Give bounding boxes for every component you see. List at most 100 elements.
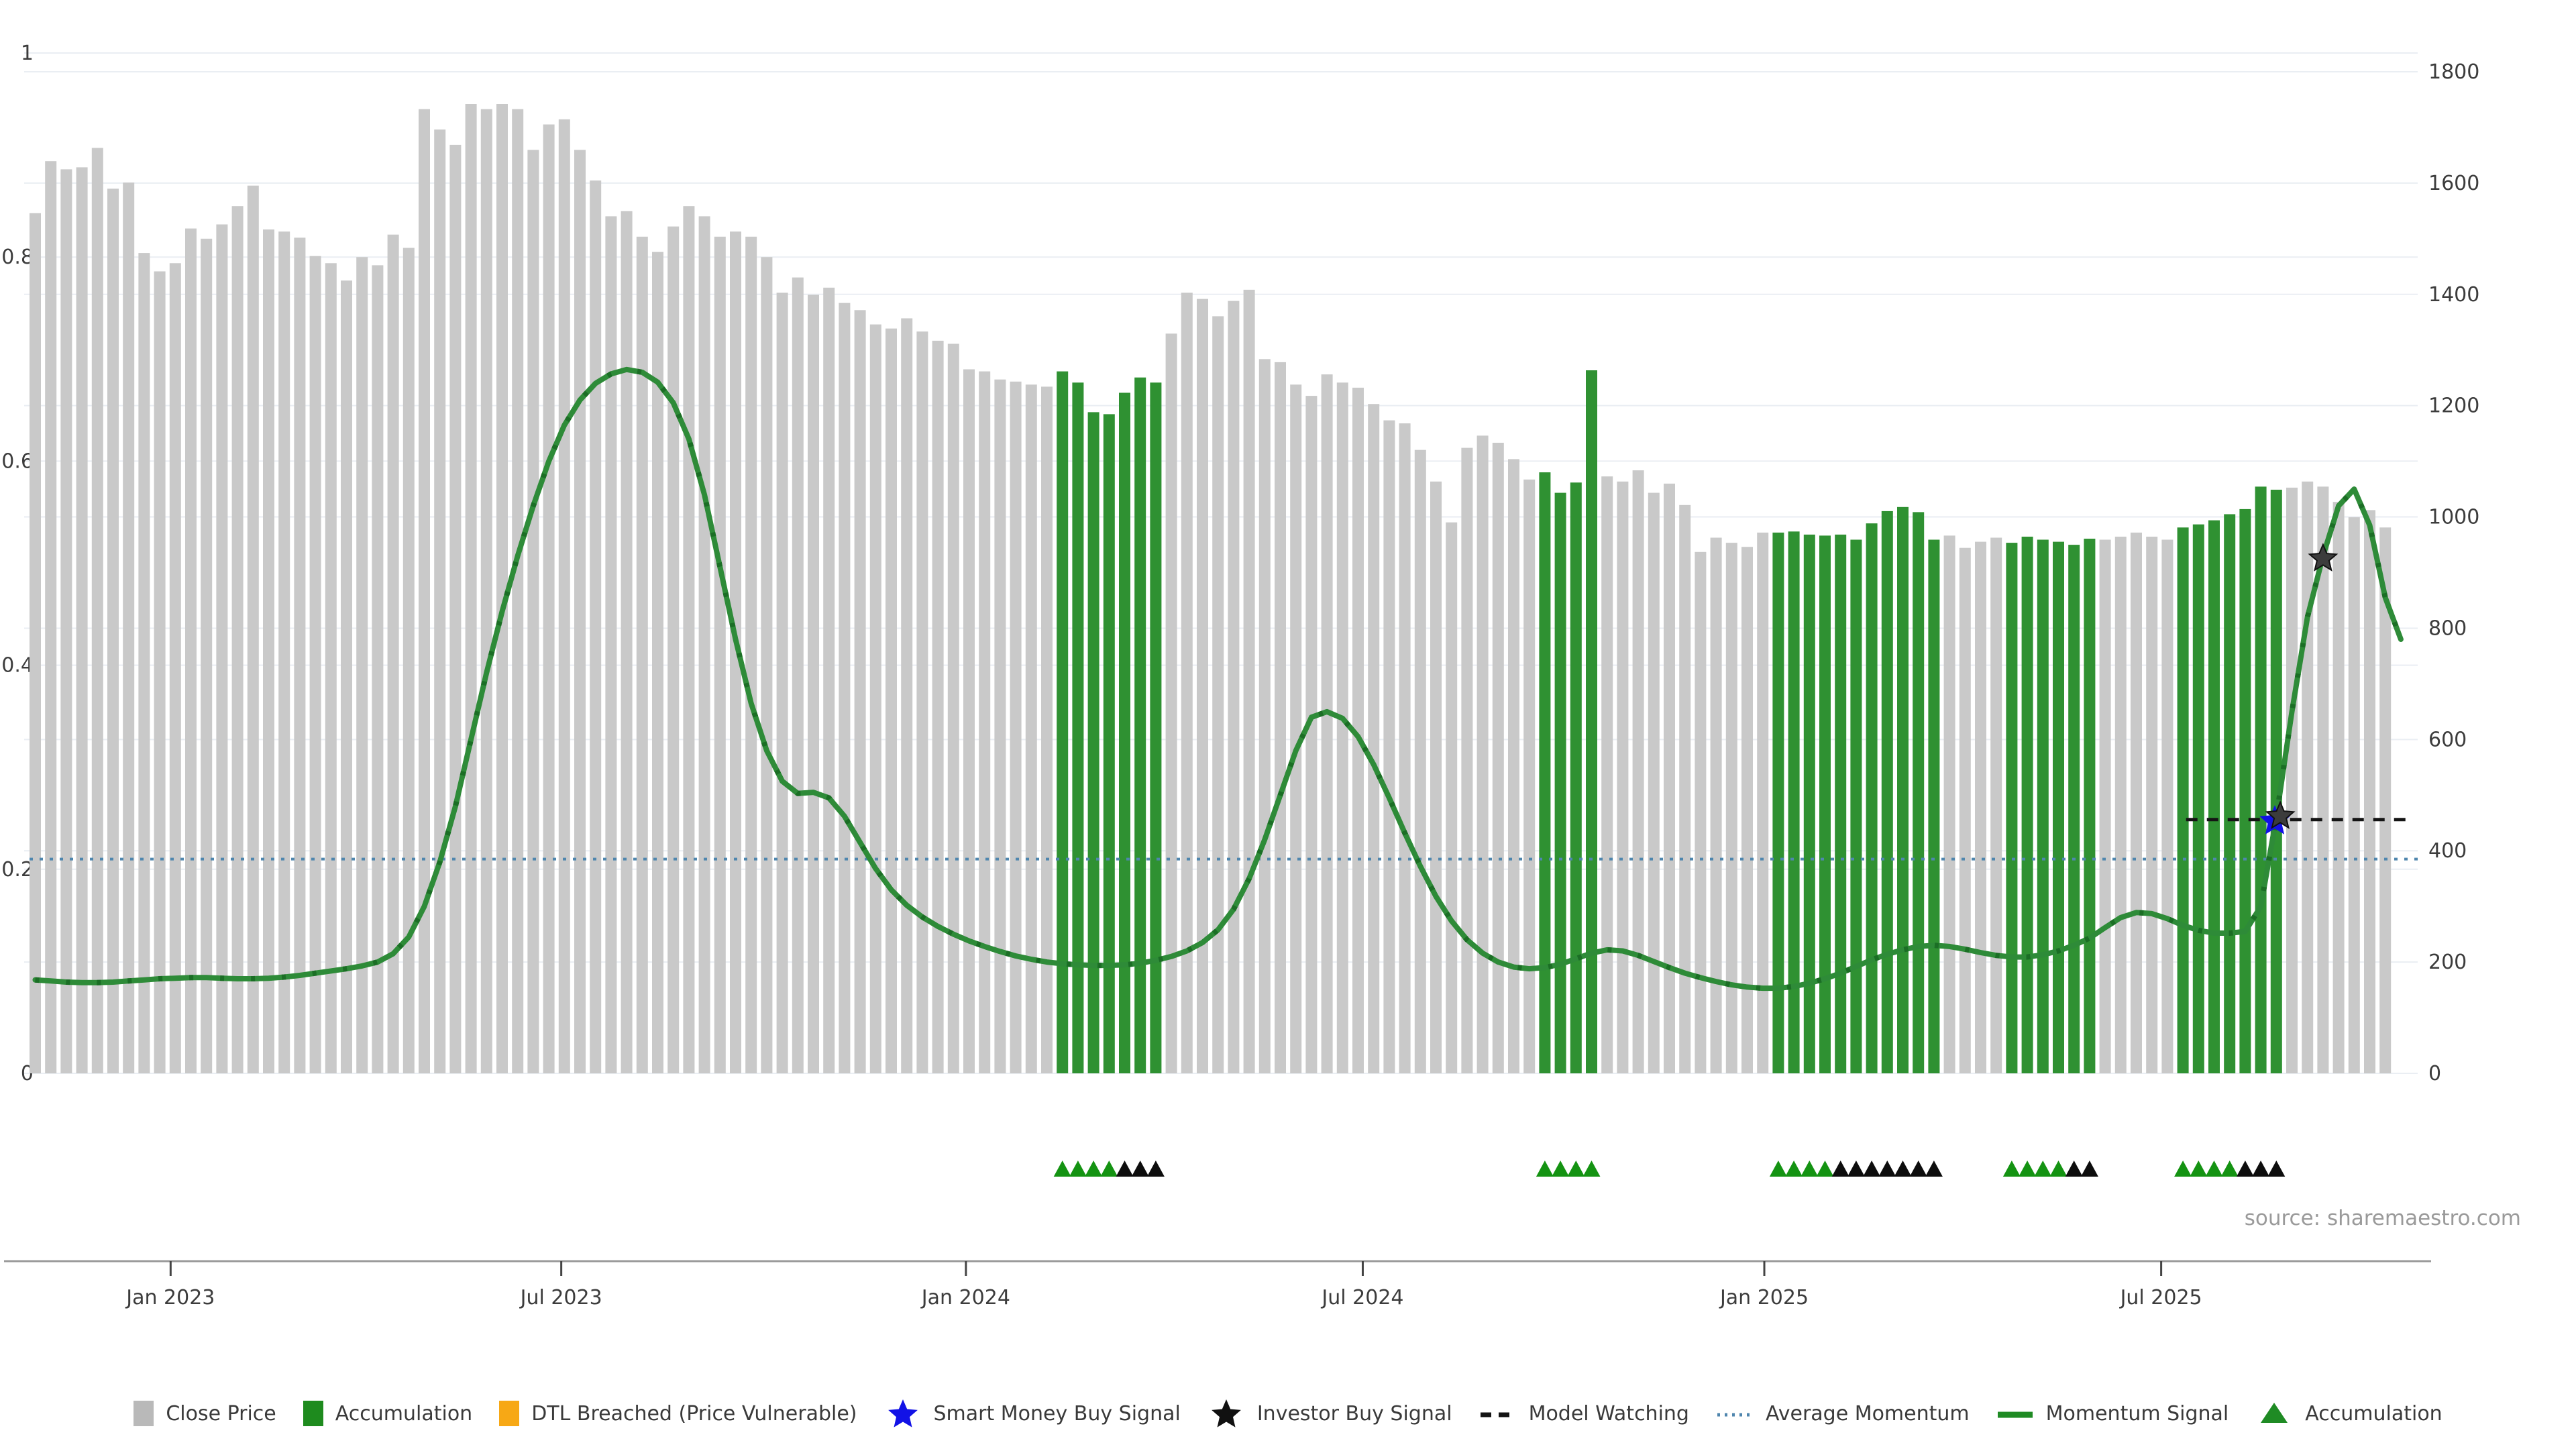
close-price-bar — [309, 256, 321, 1074]
chart-legend: Close Price Accumulation DTL Breached (Pri… — [0, 1397, 2576, 1430]
close-price-bar — [1679, 504, 1691, 1073]
close-price-bar — [1383, 420, 1395, 1073]
accumulation-bar — [1788, 531, 1800, 1073]
x-axis-tick-label: Jul 2025 — [2119, 1286, 2202, 1309]
close-price-bar — [776, 292, 788, 1073]
accumulation-bar — [1554, 492, 1566, 1073]
accumulation-black-triangle-icon — [1863, 1161, 1881, 1177]
right-axis-tick-label: 1800 — [2428, 60, 2479, 84]
close-price-bar — [932, 340, 944, 1073]
accumulation-black-triangle-icon — [2080, 1161, 2098, 1177]
close-price-bar — [30, 213, 41, 1073]
close-price-bar — [2161, 539, 2174, 1073]
legend-label: Model Watching — [1528, 1401, 1689, 1426]
close-price-bar — [683, 206, 695, 1074]
legend-item-smart-money-buy-signal: Smart Money Buy Signal — [884, 1397, 1181, 1430]
accumulation-triangle-icon — [1053, 1161, 1071, 1177]
close-price-bar — [201, 238, 213, 1073]
close-price-bar — [543, 124, 555, 1073]
close-price-bar — [1632, 470, 1644, 1073]
close-price-bar — [1710, 537, 1722, 1073]
close-price-bar — [263, 229, 274, 1074]
legend-swatch-dotted-line-icon — [1717, 1413, 1752, 1417]
close-price-bar — [714, 236, 726, 1073]
legend-swatch-triangle-icon — [2261, 1403, 2288, 1423]
accumulation-triangle-icon — [1801, 1161, 1819, 1177]
accumulation-bar — [2037, 539, 2049, 1073]
close-price-bar — [963, 369, 975, 1073]
legend-item-close-price: Close Price — [133, 1401, 276, 1426]
accumulation-bar — [1539, 472, 1551, 1073]
x-axis-tick-label: Jan 2024 — [920, 1286, 1010, 1309]
close-price-bar — [1352, 387, 1364, 1073]
close-price-bar — [1725, 543, 1737, 1073]
close-price-bar — [372, 265, 384, 1073]
close-price-bar — [1461, 447, 1473, 1073]
close-price-bar — [839, 303, 851, 1074]
close-price-bar — [2332, 502, 2345, 1073]
accumulation-black-triangle-icon — [1116, 1161, 1134, 1177]
accumulation-black-triangle-icon — [1878, 1161, 1896, 1177]
close-price-bar — [761, 257, 773, 1074]
right-axis-tick-label: 400 — [2428, 839, 2467, 863]
close-price-bar — [45, 161, 57, 1074]
close-price-bar — [1430, 481, 1442, 1073]
close-price-bar — [1959, 547, 1971, 1073]
accumulation-black-triangle-icon — [1131, 1161, 1149, 1177]
right-axis-tick-label: 600 — [2428, 728, 2467, 751]
accumulation-bar — [1881, 511, 1893, 1073]
close-price-bar — [278, 231, 290, 1074]
accumulation-bar — [1134, 377, 1146, 1074]
close-price-bar — [1664, 483, 1675, 1073]
close-price-bar — [1975, 541, 1986, 1073]
accumulation-black-triangle-icon — [2267, 1161, 2286, 1177]
close-price-bar — [1648, 492, 1660, 1073]
investor-buy-signal-star-icon — [2265, 800, 2296, 829]
close-price-bar — [869, 324, 881, 1074]
close-price-bar — [76, 167, 88, 1073]
close-price-bar — [1165, 333, 1177, 1073]
accumulation-bar — [1835, 534, 1847, 1073]
legend-label: Investor Buy Signal — [1256, 1401, 1452, 1426]
close-price-bar — [885, 328, 897, 1074]
close-price-bar — [91, 148, 103, 1073]
x-axis-tick-label: Jan 2023 — [125, 1286, 215, 1309]
buy-signal-stars — [2259, 543, 2339, 835]
close-price-bar — [1025, 384, 1037, 1073]
close-price-bar — [216, 224, 228, 1073]
close-price-bar — [527, 150, 539, 1073]
momentum-signal-line-dash-texture — [35, 366, 2404, 991]
close-price-bar — [621, 211, 633, 1073]
legend-item-model-watching: Model Watching — [1479, 1397, 1689, 1430]
accumulation-bar — [1913, 512, 1925, 1073]
close-price-bar — [1197, 299, 1208, 1074]
close-price-bar — [449, 144, 462, 1073]
close-price-bar — [916, 331, 928, 1074]
accumulation-bar — [1087, 412, 1099, 1073]
close-price-bar — [60, 169, 72, 1073]
close-price-bar — [154, 271, 166, 1073]
close-price-bar — [698, 216, 710, 1073]
accumulation-bar — [1928, 539, 1940, 1073]
accumulation-black-triangle-icon — [1847, 1161, 1865, 1177]
close-price-bar — [792, 277, 804, 1074]
close-price-bar — [1757, 532, 1769, 1073]
close-price-bar — [1336, 382, 1348, 1073]
close-price-bar — [1181, 292, 1193, 1073]
close-price-bar — [2146, 537, 2158, 1073]
accumulation-triangle-icon — [2190, 1161, 2208, 1177]
close-price-bar — [356, 257, 368, 1074]
accumulation-bar — [2177, 527, 2189, 1073]
close-price-bar — [994, 379, 1006, 1074]
accumulation-triangle-icon — [1069, 1161, 1087, 1177]
accumulation-bar — [2006, 543, 2018, 1073]
accumulation-triangle-icon — [2049, 1161, 2068, 1177]
right-axis-tick-label: 200 — [2428, 951, 2467, 974]
accumulation-bar — [2208, 520, 2220, 1073]
close-price-bar — [294, 237, 306, 1073]
close-price-bar — [402, 248, 415, 1073]
accumulation-bar — [1819, 535, 1831, 1073]
left-axis-tick-label: 1 — [21, 42, 34, 65]
accumulation-triangle-icon — [1567, 1161, 1585, 1177]
accumulation-bar — [1866, 523, 1878, 1073]
